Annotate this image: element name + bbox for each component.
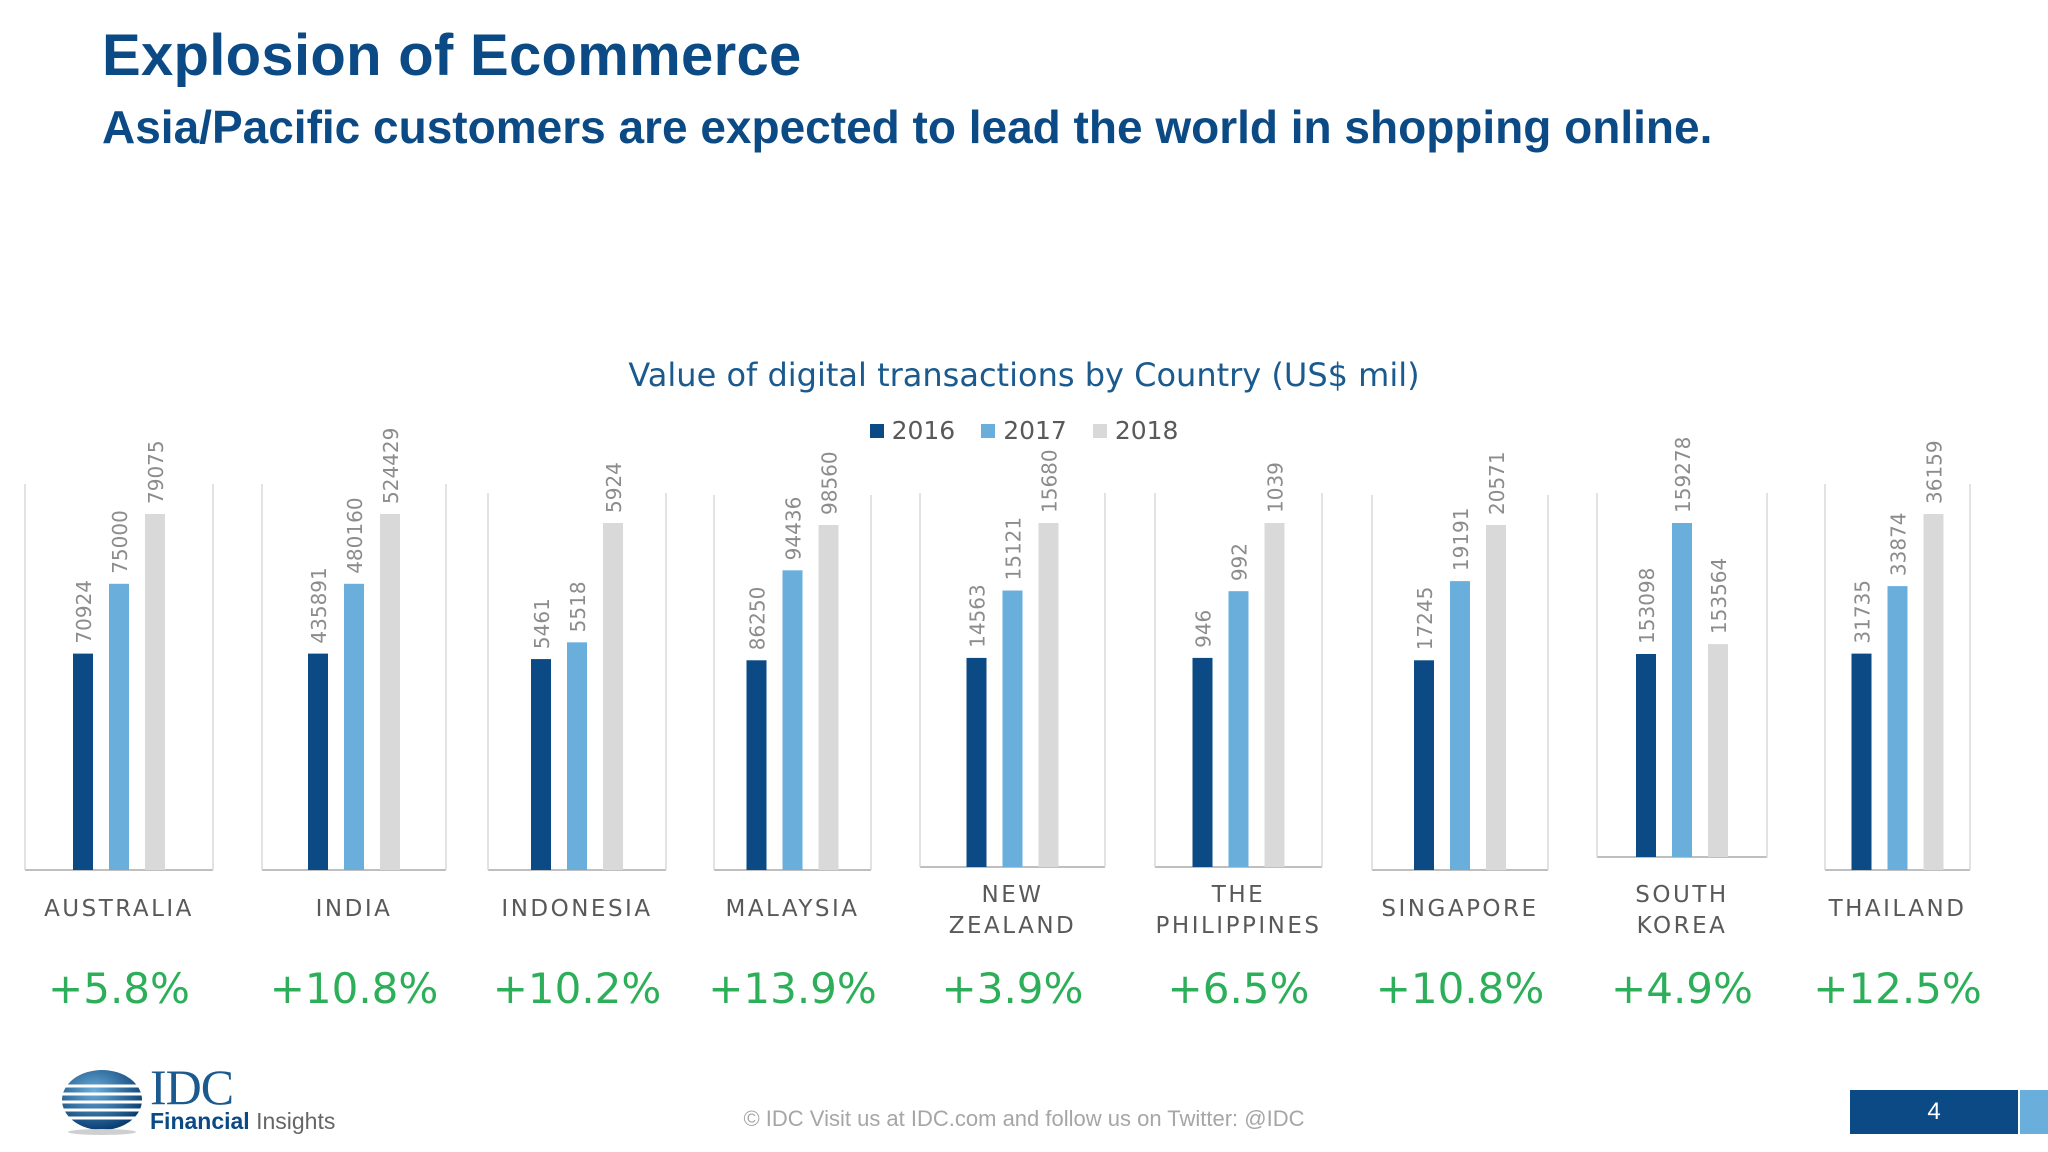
bar-australia-2016 [73, 653, 93, 870]
chart-title: Value of digital transactions by Country… [628, 356, 1420, 394]
bar-the-philippines-2016 [1192, 657, 1213, 867]
globe-icon [62, 1070, 142, 1135]
page-number-accent [2020, 1090, 2048, 1134]
bar-thailand-2017 [1887, 586, 1908, 870]
data-label-indonesia-2017: 5518 [566, 581, 590, 632]
bar-the-philippines-2018 [1264, 523, 1285, 867]
logo-wordmark: IDC [150, 1059, 234, 1115]
growth-label-singapore: +10.8% [1376, 964, 1545, 1013]
data-label-thailand-2018: 36159 [1923, 440, 1947, 504]
data-label-thailand-2017: 33874 [1887, 512, 1911, 576]
growth-label-the-philippines: +6.5% [1168, 964, 1310, 1013]
category-label-south-korea-line2: KOREA [1637, 913, 1728, 939]
category-label-the-philippines-line1: THE [1211, 882, 1265, 908]
bar-australia-2017 [109, 583, 129, 870]
data-label-thailand-2016: 31735 [1851, 580, 1875, 644]
bar-singapore-2017 [1450, 581, 1470, 870]
bar-india-2017 [344, 583, 364, 870]
category-label-india: INDIA [316, 896, 393, 922]
legend-swatch-2016 [869, 423, 884, 438]
growth-label-australia: +5.8% [48, 964, 190, 1013]
data-label-singapore-2018: 20571 [1485, 451, 1509, 515]
data-label-new-zealand-2017: 15121 [1002, 517, 1026, 581]
data-label-malaysia-2018: 98560 [818, 451, 842, 515]
bar-indonesia-2016 [531, 659, 551, 870]
data-label-the-philippines-2016: 946 [1192, 610, 1216, 648]
data-label-south-korea-2016: 153098 [1635, 568, 1659, 644]
bar-indonesia-2017 [567, 642, 587, 870]
category-label-thailand: THAILAND [1828, 896, 1967, 922]
bar-malaysia-2017 [782, 570, 803, 870]
bar-south-korea-2018 [1708, 644, 1728, 857]
category-label-malaysia: MALAYSIA [725, 896, 859, 922]
growth-label-indonesia: +10.2% [493, 964, 662, 1013]
category-label-indonesia: INDONESIA [501, 896, 652, 922]
data-label-singapore-2016: 17245 [1413, 587, 1437, 651]
data-label-south-korea-2018: 153564 [1707, 558, 1731, 634]
bar-new-zealand-2016 [966, 657, 987, 867]
legend-swatch-2018 [1092, 423, 1107, 438]
data-label-the-philippines-2018: 1039 [1264, 462, 1288, 513]
category-label-the-philippines-line2: PHILIPPINES [1156, 913, 1322, 939]
growth-label-india: +10.8% [270, 964, 439, 1013]
growth-label-south-korea: +4.9% [1611, 964, 1753, 1013]
logo-subtitle: Financial Insights [150, 1108, 335, 1135]
legend-item-2018: 2018 [1092, 416, 1179, 445]
data-label-indonesia-2018: 5924 [602, 462, 626, 513]
bar-the-philippines-2017 [1228, 591, 1249, 867]
bar-malaysia-2016 [746, 660, 767, 870]
bar-new-zealand-2018 [1038, 523, 1059, 867]
growth-label-thailand: +12.5% [1813, 964, 1982, 1013]
legend-item-2017: 2017 [981, 416, 1067, 445]
bar-malaysia-2018 [818, 525, 839, 870]
logo-subtitle-a: Financial [150, 1108, 250, 1134]
page-number: 4 [1850, 1090, 2018, 1134]
data-label-india-2018: 524429 [379, 428, 403, 504]
data-label-singapore-2017: 19191 [1449, 508, 1473, 572]
data-label-malaysia-2016: 86250 [746, 587, 770, 651]
category-label-south-korea-line1: SOUTH [1635, 882, 1728, 908]
data-label-new-zealand-2018: 15680 [1038, 449, 1062, 513]
legend-label-2016: 2016 [891, 416, 956, 445]
data-label-australia-2016: 70924 [72, 580, 96, 644]
legend-item-2016: 2016 [869, 416, 956, 445]
growth-label-new-zealand: +3.9% [942, 964, 1084, 1013]
data-label-new-zealand-2016: 14563 [966, 584, 990, 648]
category-label-australia: AUSTRALIA [44, 896, 194, 922]
data-label-australia-2017: 75000 [108, 510, 132, 574]
data-label-australia-2018: 79075 [144, 440, 168, 504]
data-label-south-korea-2017: 159278 [1671, 437, 1695, 513]
growth-label-malaysia: +13.9% [708, 964, 877, 1013]
bar-australia-2018 [145, 514, 165, 870]
data-label-indonesia-2016: 5461 [530, 598, 554, 649]
bar-thailand-2016 [1851, 653, 1872, 870]
legend-label-2018: 2018 [1114, 416, 1179, 445]
data-label-the-philippines-2017: 992 [1228, 543, 1252, 581]
slide-subtitle: Asia/Pacific customers are expected to l… [102, 101, 1713, 153]
bar-singapore-2018 [1486, 525, 1506, 870]
category-label-new-zealand-line1: NEW [982, 882, 1044, 908]
data-label-india-2016: 435891 [307, 567, 331, 643]
chart-legend: 2016 2017 2018 [0, 416, 2048, 445]
bar-south-korea-2016 [1636, 653, 1656, 857]
slide-title: Explosion of Ecommerce [102, 23, 802, 88]
legend-swatch-2017 [981, 423, 996, 438]
legend-label-2017: 2017 [1003, 416, 1067, 445]
category-label-singapore: SINGAPORE [1381, 896, 1538, 922]
bar-thailand-2018 [1923, 514, 1944, 870]
bar-india-2016 [308, 653, 328, 870]
bar-south-korea-2017 [1672, 523, 1692, 857]
category-label-new-zealand-line2: ZEALAND [949, 913, 1077, 939]
bar-singapore-2016 [1414, 660, 1434, 870]
bar-indonesia-2018 [603, 523, 623, 870]
footer-text: © IDC Visit us at IDC.com and follow us … [743, 1106, 1305, 1131]
data-label-india-2017: 480160 [343, 497, 367, 573]
bar-new-zealand-2017 [1002, 590, 1023, 867]
logo-subtitle-b: Insights [249, 1108, 336, 1134]
bar-india-2018 [380, 514, 400, 870]
idc-logo: IDC Financial Insights [60, 1059, 360, 1142]
data-label-malaysia-2017: 94436 [782, 497, 806, 561]
